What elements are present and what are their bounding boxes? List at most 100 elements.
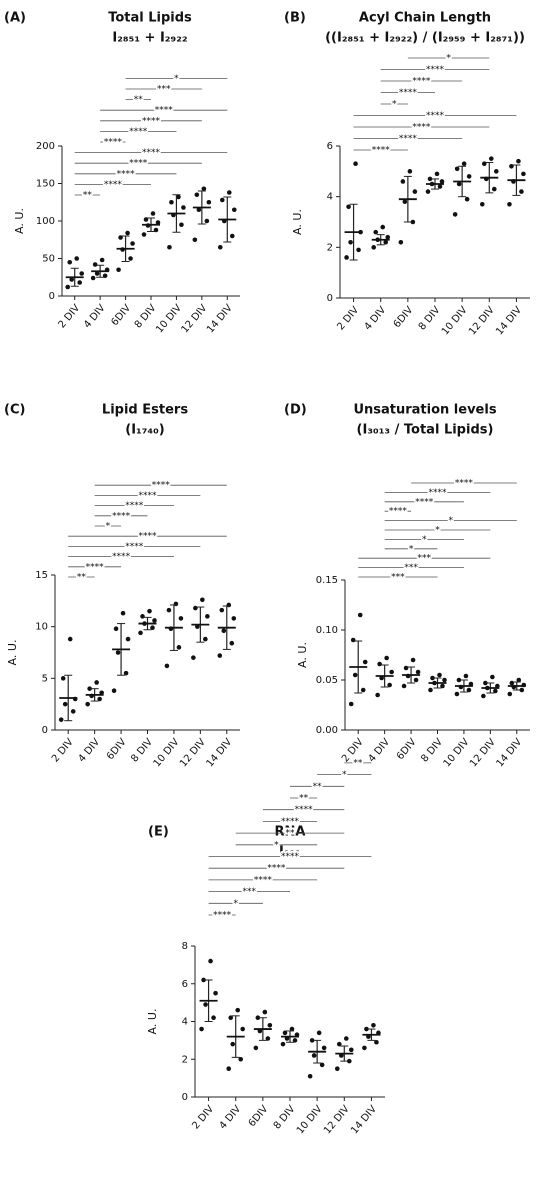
x-tick-label: 10 DIV: [442, 737, 472, 770]
significance-label: ****: [412, 123, 431, 133]
panel-label: (E): [148, 825, 169, 840]
data-point: [58, 717, 64, 722]
chart-subtitle: (I₁₇₄₀): [125, 423, 165, 438]
data-point: [410, 219, 416, 225]
x-tick-label: 12 DIV: [180, 303, 210, 336]
data-point: [67, 636, 73, 642]
y-axis-label: A. U.: [6, 640, 19, 666]
data-point: [217, 244, 223, 250]
data-point: [377, 661, 382, 667]
data-point: [357, 612, 363, 618]
y-tick-label: 0: [327, 293, 333, 304]
x-tick-label: 12 DIV: [467, 305, 497, 338]
data-point: [194, 192, 200, 198]
data-point: [226, 1066, 232, 1071]
data-point: [403, 665, 409, 671]
y-tick-label: 6: [327, 141, 333, 152]
x-tick-label: 8 DIV: [129, 737, 155, 765]
x-tick-label: 6DIV: [247, 1104, 271, 1129]
data-point: [79, 271, 85, 276]
data-point: [400, 179, 406, 184]
panel-label: (C): [4, 403, 25, 418]
data-point: [238, 1056, 244, 1062]
panel-label: (A): [4, 11, 26, 26]
significance-label: ****: [213, 911, 232, 921]
x-tick-label: 2 DIV: [50, 737, 76, 765]
data-point: [383, 239, 389, 245]
data-point: [208, 958, 213, 964]
chart-title: Lipid Esters: [102, 403, 188, 418]
y-tick-label: 0: [49, 291, 55, 302]
data-point: [490, 674, 495, 680]
data-point: [461, 161, 467, 167]
data-point: [454, 166, 460, 172]
chart-subtitle: I₂₈₅₁ + I₂₉₂₂: [112, 31, 187, 46]
data-point: [155, 220, 161, 225]
y-tick-label: 4: [182, 1017, 188, 1028]
significance-label: ****: [412, 77, 431, 87]
data-point: [373, 229, 379, 235]
significance-label: **: [83, 191, 93, 201]
data-point: [125, 636, 131, 642]
data-point: [94, 271, 100, 276]
chart-title: Acyl Chain Length: [359, 11, 491, 26]
data-point: [344, 255, 349, 260]
data-point: [425, 189, 431, 194]
y-tick-label: 2: [327, 242, 333, 253]
x-tick-label: 4 DIV: [82, 303, 108, 331]
data-point: [87, 686, 92, 691]
data-point: [371, 245, 377, 250]
data-point: [519, 687, 525, 693]
y-tick-label: 6: [182, 979, 188, 990]
data-point: [374, 1039, 379, 1045]
data-point: [516, 677, 522, 683]
y-axis-label: A. U.: [146, 1009, 159, 1035]
data-point: [385, 234, 391, 240]
y-tick-label: 0.10: [316, 625, 338, 636]
significance-label: **: [286, 829, 296, 839]
data-point: [206, 199, 212, 205]
data-point: [348, 1047, 354, 1053]
x-tick-label: 8 DIV: [419, 737, 445, 765]
data-point: [491, 186, 497, 192]
data-point: [384, 655, 389, 661]
data-point: [199, 1026, 204, 1032]
data-point: [253, 1045, 259, 1051]
data-point: [311, 1053, 317, 1058]
data-point: [211, 1015, 216, 1021]
significance-label: ****: [104, 180, 123, 190]
data-point: [336, 1041, 342, 1047]
data-point: [346, 204, 351, 210]
x-tick-label: 8 DIV: [417, 305, 443, 333]
data-point: [343, 1036, 349, 1041]
significance-label: **: [299, 794, 309, 804]
data-point: [463, 673, 469, 679]
significance-label: ***: [418, 554, 432, 564]
x-tick-label: 10 DIV: [295, 1104, 325, 1137]
data-point: [362, 1045, 367, 1051]
data-point: [196, 207, 202, 213]
significance-label: ***: [157, 85, 171, 95]
significance-label: ****: [155, 106, 174, 116]
data-point: [217, 653, 223, 658]
data-point: [437, 184, 443, 189]
x-tick-label: 14 DIV: [204, 737, 234, 770]
data-point: [456, 181, 462, 187]
data-point: [213, 990, 218, 996]
data-point: [434, 171, 440, 177]
data-point: [267, 1022, 273, 1028]
x-tick-label: 8 DIV: [272, 1104, 298, 1132]
x-tick-label: 6DIV: [105, 737, 129, 762]
data-point: [493, 169, 499, 174]
chart-title: Total Lipids: [108, 11, 192, 26]
data-point: [456, 677, 462, 683]
data-point: [67, 259, 73, 265]
x-tick-label: 6DIV: [392, 305, 416, 330]
data-point: [200, 597, 205, 603]
x-tick-label: 14 DIV: [494, 305, 524, 338]
data-point: [123, 670, 129, 676]
data-point: [203, 1002, 208, 1007]
data-point: [407, 169, 413, 174]
chart-subtitle: I₉₉₁: [279, 845, 301, 860]
chart-title: Unsaturation levels: [353, 403, 496, 418]
